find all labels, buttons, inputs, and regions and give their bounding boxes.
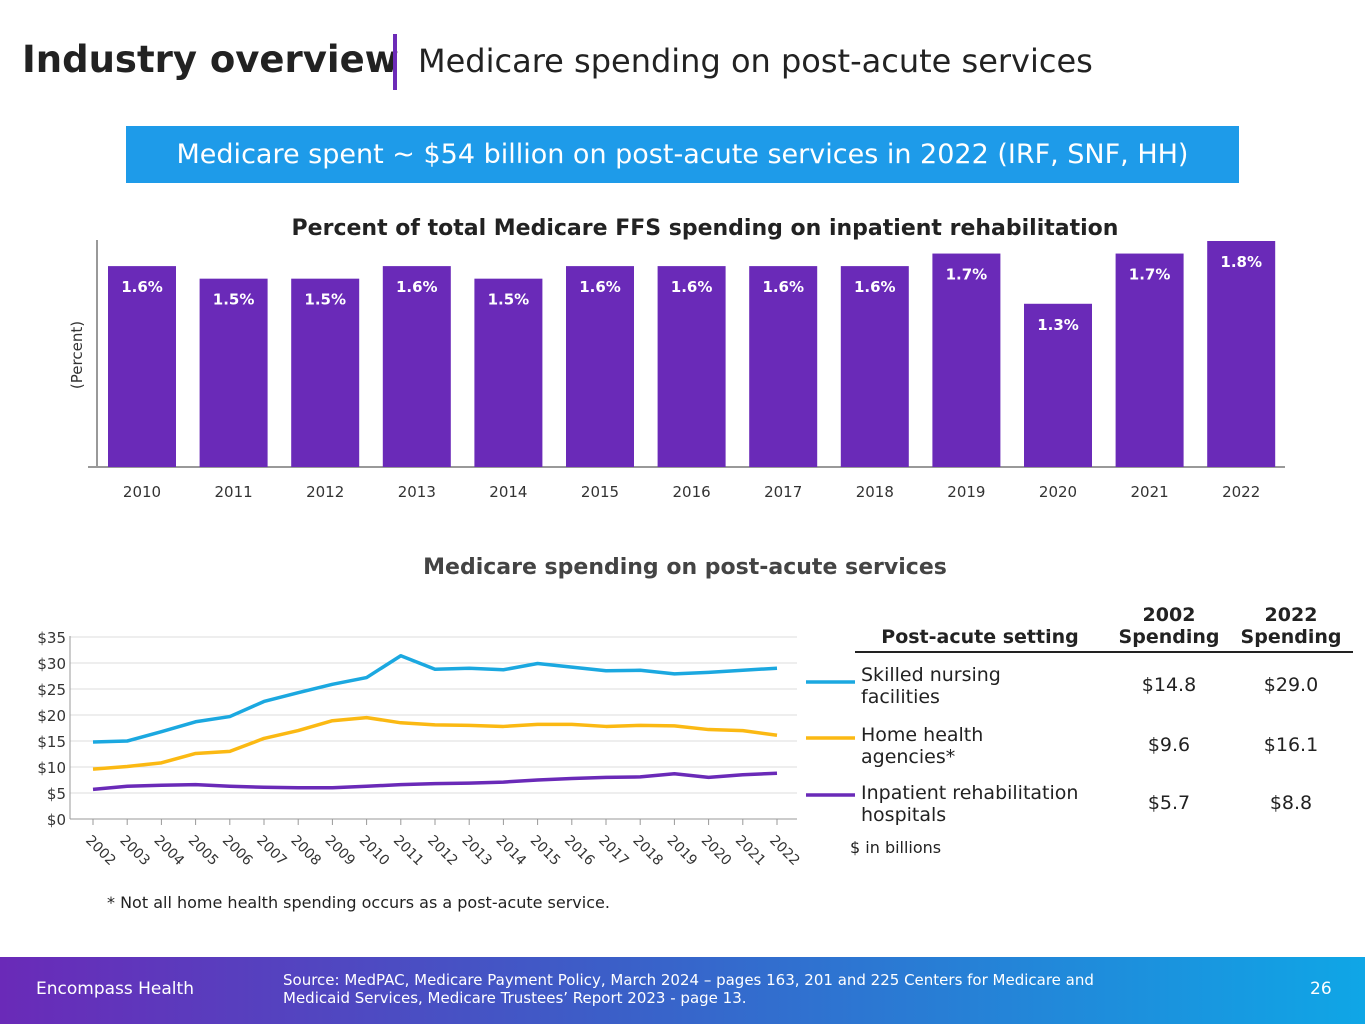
y-tick-label: $30 — [37, 655, 66, 673]
x-tick-label: 2012 — [424, 833, 461, 870]
x-tick-label: 2004 — [151, 833, 188, 870]
units-note: $ in billions — [850, 838, 942, 857]
col-header-2002: 2002 Spending — [1118, 604, 1220, 648]
data-label: 1.6% — [854, 278, 896, 296]
bar — [1024, 303, 1092, 467]
x-tick-label: 2003 — [116, 833, 153, 870]
col-header-2022: 2022 Spending — [1240, 604, 1342, 648]
data-label: 1.6% — [579, 278, 621, 296]
bar — [108, 266, 176, 467]
bar — [291, 278, 360, 467]
x-tick-label: 2012 — [306, 483, 344, 501]
row-value: $16.1 — [1263, 734, 1319, 756]
line-chart-title: Medicare spending on post-acute services — [423, 555, 947, 580]
page-number: 26 — [1310, 979, 1332, 999]
x-tick-label: 2006 — [219, 833, 256, 870]
x-tick-label: 2015 — [581, 483, 619, 501]
bar — [840, 266, 909, 467]
x-tick-label: 2017 — [595, 833, 632, 870]
data-label: 1.8% — [1220, 253, 1262, 271]
x-tick-label: 2013 — [458, 833, 495, 870]
x-tick-label: 2005 — [185, 833, 222, 870]
row-value: $29.0 — [1263, 674, 1319, 696]
x-tick-label: 2022 — [766, 833, 803, 870]
y-tick-label: $5 — [47, 785, 66, 803]
x-tick-label: 2013 — [398, 483, 436, 501]
footnote: * Not all home health spending occurs as… — [107, 893, 610, 912]
x-tick-label: 2021 — [732, 833, 769, 870]
data-label: 1.3% — [1037, 316, 1079, 334]
bar — [474, 278, 543, 467]
row-value: $5.7 — [1147, 792, 1191, 814]
bar-chart-title: Percent of total Medicare FFS spending o… — [291, 216, 1119, 241]
col-header-setting: Post-acute setting — [881, 626, 1079, 648]
row-label: Skilled nursing facilities — [861, 664, 1001, 708]
brand-name: Encompass Health — [36, 979, 194, 999]
y-tick-label: $20 — [37, 707, 66, 725]
x-tick-label: 2020 — [1039, 483, 1077, 501]
x-tick-label: 2021 — [1131, 483, 1169, 501]
bar — [382, 266, 451, 467]
title-divider — [393, 34, 397, 90]
x-tick-label: 2007 — [253, 833, 290, 870]
x-tick-label: 2014 — [489, 483, 527, 501]
data-label: 1.7% — [946, 266, 988, 284]
page-subtitle: Medicare spending on post-acute services — [418, 42, 1093, 80]
x-tick-label: 2010 — [123, 483, 161, 501]
data-label: 1.7% — [1129, 266, 1171, 284]
bar — [749, 266, 818, 467]
x-tick-label: 2016 — [561, 833, 598, 870]
header-rule — [855, 651, 1353, 653]
x-tick-label: 2022 — [1222, 483, 1260, 501]
bar — [657, 266, 726, 467]
bar — [1207, 241, 1276, 467]
x-tick-label: 2015 — [527, 833, 564, 870]
data-label: 1.5% — [213, 291, 255, 309]
data-label: 1.6% — [671, 278, 713, 296]
row-label: Inpatient rehabilitation hospitals — [861, 782, 1079, 826]
x-tick-label: 2020 — [698, 833, 735, 870]
y-tick-label: $15 — [37, 733, 66, 751]
x-tick-label: 2019 — [664, 833, 701, 870]
bar — [199, 278, 268, 467]
y-tick-label: $35 — [37, 629, 66, 647]
x-tick-label: 2010 — [356, 833, 393, 870]
row-value: $14.8 — [1141, 674, 1197, 696]
y-tick-label: $10 — [37, 759, 66, 777]
x-tick-label: 2011 — [215, 483, 253, 501]
x-tick-label: 2011 — [390, 833, 427, 870]
line-chart: $0$5$10$15$20$25$30$35200220032004200520… — [37, 629, 855, 870]
row-label: Home health agencies* — [861, 724, 984, 768]
page-title: Industry overview — [22, 38, 399, 81]
footer: Encompass Health Source: MedPAC, Medicar… — [0, 957, 1365, 1024]
data-label: 1.6% — [762, 278, 804, 296]
series-line-2 — [92, 771, 778, 792]
x-tick-label: 2008 — [287, 833, 324, 870]
row-value: $8.8 — [1269, 792, 1313, 814]
series-line-0 — [92, 653, 778, 744]
x-tick-label: 2016 — [673, 483, 711, 501]
x-tick-label: 2009 — [322, 833, 359, 870]
series-line-1 — [92, 715, 778, 771]
x-tick-label: 2019 — [947, 483, 985, 501]
bar-chart: (Percent) 1.6% 2010 1.5% 2011 1.5% 2012 1.6% 201… — [68, 240, 1285, 501]
y-axis-label: (Percent) — [68, 321, 86, 389]
x-tick-label: 2002 — [82, 833, 119, 870]
x-tick-label: 2018 — [856, 483, 894, 501]
y-tick-label: $25 — [37, 681, 66, 699]
row-value: $9.6 — [1147, 734, 1191, 756]
data-label: 1.6% — [121, 278, 163, 296]
x-tick-label: 2017 — [764, 483, 802, 501]
highlight-banner: Medicare spent ~ $54 billion on post-acu… — [126, 126, 1239, 183]
bar — [566, 266, 634, 467]
data-label: 1.5% — [304, 291, 346, 309]
x-tick-label: 2018 — [629, 833, 666, 870]
x-tick-label: 2014 — [493, 833, 530, 870]
y-tick-label: $0 — [47, 811, 66, 829]
data-label: 1.6% — [396, 278, 438, 296]
bar — [932, 253, 1001, 467]
bar — [1115, 253, 1184, 467]
source-note: Source: MedPAC, Medicare Payment Policy,… — [283, 971, 1094, 1007]
data-label: 1.5% — [488, 291, 530, 309]
